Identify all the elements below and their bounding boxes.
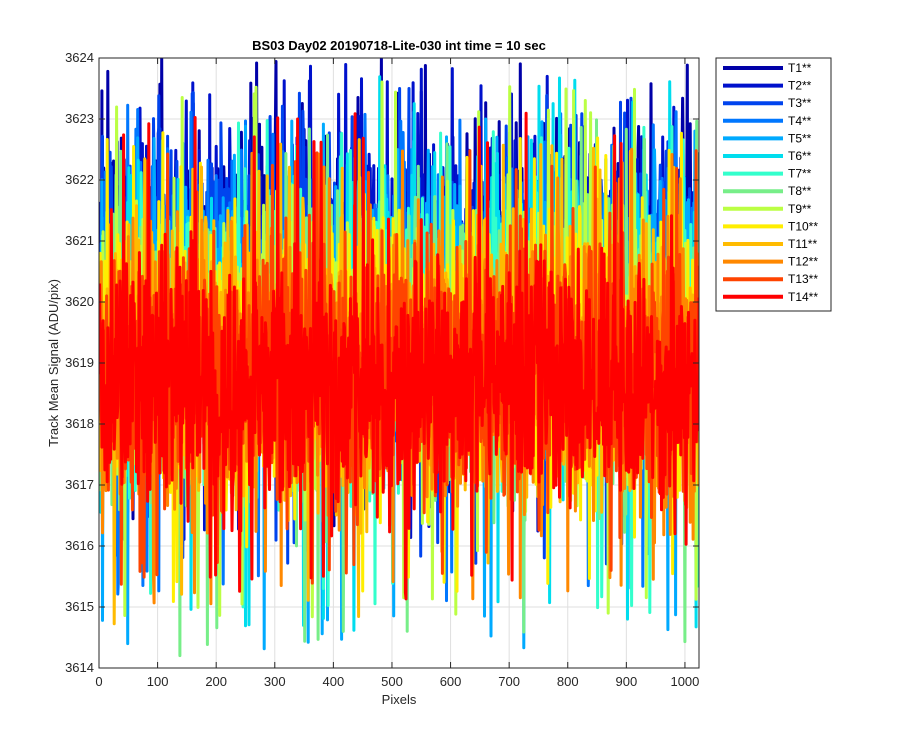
x-tick-label: 900 [615, 674, 637, 689]
legend-label: T7** [788, 167, 812, 181]
y-tick-label: 3622 [65, 172, 94, 187]
series-line-t14 [99, 111, 699, 601]
y-tick-label: 3618 [65, 416, 94, 431]
legend-label: T10** [788, 219, 818, 233]
x-tick-label: 1000 [670, 674, 699, 689]
y-tick-label: 3617 [65, 477, 94, 492]
x-tick-label: 100 [147, 674, 169, 689]
series-lines [99, 58, 699, 658]
legend-label: T8** [788, 184, 812, 198]
legend-box [715, 57, 832, 312]
x-tick-label: 600 [440, 674, 462, 689]
y-tick-label: 3621 [65, 233, 94, 248]
x-tick-label: 800 [557, 674, 579, 689]
y-tick-label: 3615 [65, 599, 94, 614]
x-axis-label: Pixels [382, 692, 417, 707]
axis-ticks: 0 100 200 300 400 500 600 700 800 900 1000 3614 3615… [65, 50, 699, 689]
legend-label: T11** [788, 237, 817, 251]
x-tick-label: 300 [264, 674, 286, 689]
legend-label: T12** [788, 255, 818, 269]
y-tick-label: 3616 [65, 538, 94, 553]
legend-label: T3** [788, 96, 812, 110]
legend-label: T1** [788, 61, 812, 75]
legend-label: T6** [788, 149, 812, 163]
y-tick-label: 3619 [65, 355, 94, 370]
y-tick-label: 3623 [65, 111, 94, 126]
legend-label: T4** [788, 114, 812, 128]
y-tick-label: 3624 [65, 50, 94, 65]
legend-label: T9** [788, 202, 812, 216]
legend-label: T14** [788, 290, 818, 304]
x-tick-label: 200 [205, 674, 227, 689]
x-tick-label: 700 [498, 674, 520, 689]
x-tick-label: 500 [381, 674, 403, 689]
legend-label: T5** [788, 131, 812, 145]
legend: T1** T2** T3** T4** T5** T6** T7** T8** T9** T10*… [715, 57, 832, 312]
chart-title: BS03 Day02 20190718-Lite-030 int time = … [252, 38, 546, 53]
y-tick-label: 3614 [65, 660, 94, 675]
y-axis-label: Track Mean Signal (ADU/pix) [46, 279, 61, 447]
legend-label: T2** [788, 79, 812, 93]
x-tick-label: 0 [95, 674, 102, 689]
y-tick-label: 3620 [65, 294, 94, 309]
x-tick-label: 400 [323, 674, 345, 689]
legend-label: T13** [788, 272, 818, 286]
